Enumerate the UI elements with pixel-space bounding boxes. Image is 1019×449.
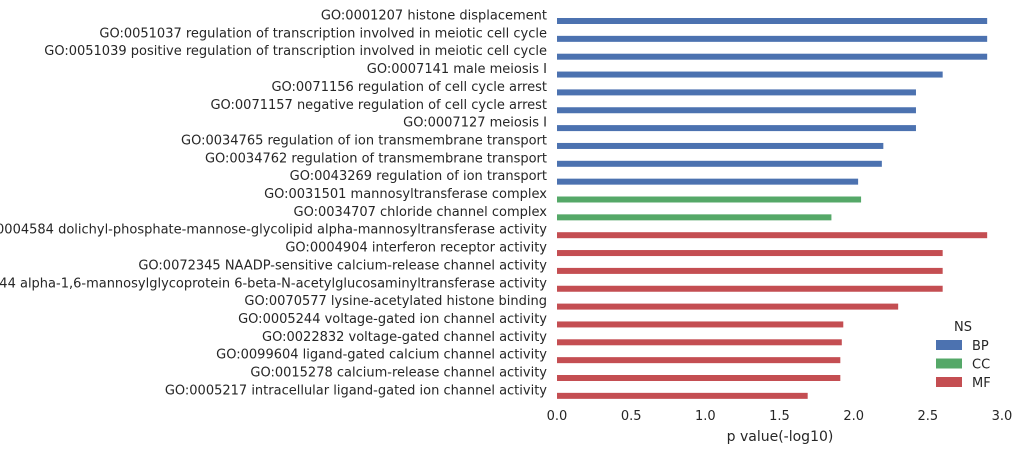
category-label: GO:0099604 ligand-gated calcium channel … [216,348,547,363]
bar-bp-1 [557,18,988,24]
category-label: GO:0072345 NAADP-sensitive calcium-relea… [138,258,547,273]
category-label: GO:0001207 histone displacement [321,9,547,24]
category-label: GO:0071156 regulation of cell cycle arre… [271,80,547,95]
category-labels: GO:0001207 histone displacement GO:005103… [0,9,547,399]
x-axis-title: p value(-log10) [727,429,834,445]
bar-bp-3 [557,53,988,60]
legend-title: NS [954,320,972,335]
bar-mf-20 [557,357,841,364]
category-label: GO:0034707 chloride channel complex [294,205,548,220]
bar-mf-14 [557,250,943,257]
legend-swatch-bp [936,340,962,350]
x-tick-label: 1.0 [695,409,716,424]
x-tick-label: 3.0 [992,409,1013,424]
bars-group [557,18,988,399]
x-tick-label: 0.5 [621,409,642,424]
legend-label-mf: MF [972,376,991,391]
x-tick-label: 2.5 [917,409,938,424]
category-label: GO:0005244 voltage-gated ion channel act… [238,312,547,327]
x-axis-ticks: 0.0 0.5 1.0 1.5 2.0 2.5 3.0 [547,409,1013,424]
category-label: GO:0022832 voltage-gated channel activit… [262,330,547,345]
category-label: GO:0005217 intracellular ligand-gated io… [165,383,547,398]
category-label: GO:0015278 calcium-release channel activ… [250,366,547,381]
bar-mf-17 [557,303,899,310]
bar-mf-16 [557,285,943,292]
bar-cc-11 [557,196,862,203]
category-label: GO:0070577 lysine-acetylated histone bin… [244,294,547,309]
bar-bp-7 [557,125,916,132]
category-label: GO:0030144 alpha-1,6-mannosylglycoprotei… [0,276,547,291]
bar-bp-9 [557,160,882,167]
category-label: GO:0007141 male meiosis I [367,62,547,77]
category-label: GO:0051037 regulation of transcription i… [99,26,547,41]
category-label: GO:0004904 interferon receptor activity [285,241,547,256]
bar-bp-6 [557,107,916,114]
bar-mf-13 [557,232,988,239]
bar-mf-22 [557,392,808,399]
bar-bp-10 [557,178,859,185]
bar-bp-5 [557,89,916,96]
bar-bp-2 [557,35,988,42]
category-label: GO:0034765 regulation of ion transmembra… [181,133,547,148]
legend-swatch-cc [936,358,962,369]
x-tick-label: 2.0 [843,409,864,424]
legend-label-bp: BP [972,339,989,354]
x-tick-label: 0.0 [547,409,568,424]
legend-swatch-mf [936,377,962,387]
bar-bp-4 [557,71,943,78]
x-tick-label: 1.5 [769,409,790,424]
category-label: GO:0004584 dolichyl-phosphate-mannose-gl… [0,223,547,238]
category-label: GO:0034762 regulation of transmembrane t… [205,151,547,166]
category-label: GO:0031501 mannosyltransferase complex [264,187,547,202]
category-label: GO:0071157 negative regulation of cell c… [210,98,547,113]
bar-mf-19 [557,339,842,346]
bar-mf-15 [557,267,943,274]
category-label: GO:0007127 meiosis I [403,116,547,131]
category-label: GO:0043269 regulation of ion transport [290,169,547,184]
bar-cc-12 [557,214,832,221]
bar-bp-8 [557,142,884,149]
bar-mf-21 [557,375,841,381]
category-label: GO:0051039 positive regulation of transc… [44,44,547,59]
bar-mf-18 [557,321,844,328]
legend-label-cc: CC [972,358,990,373]
